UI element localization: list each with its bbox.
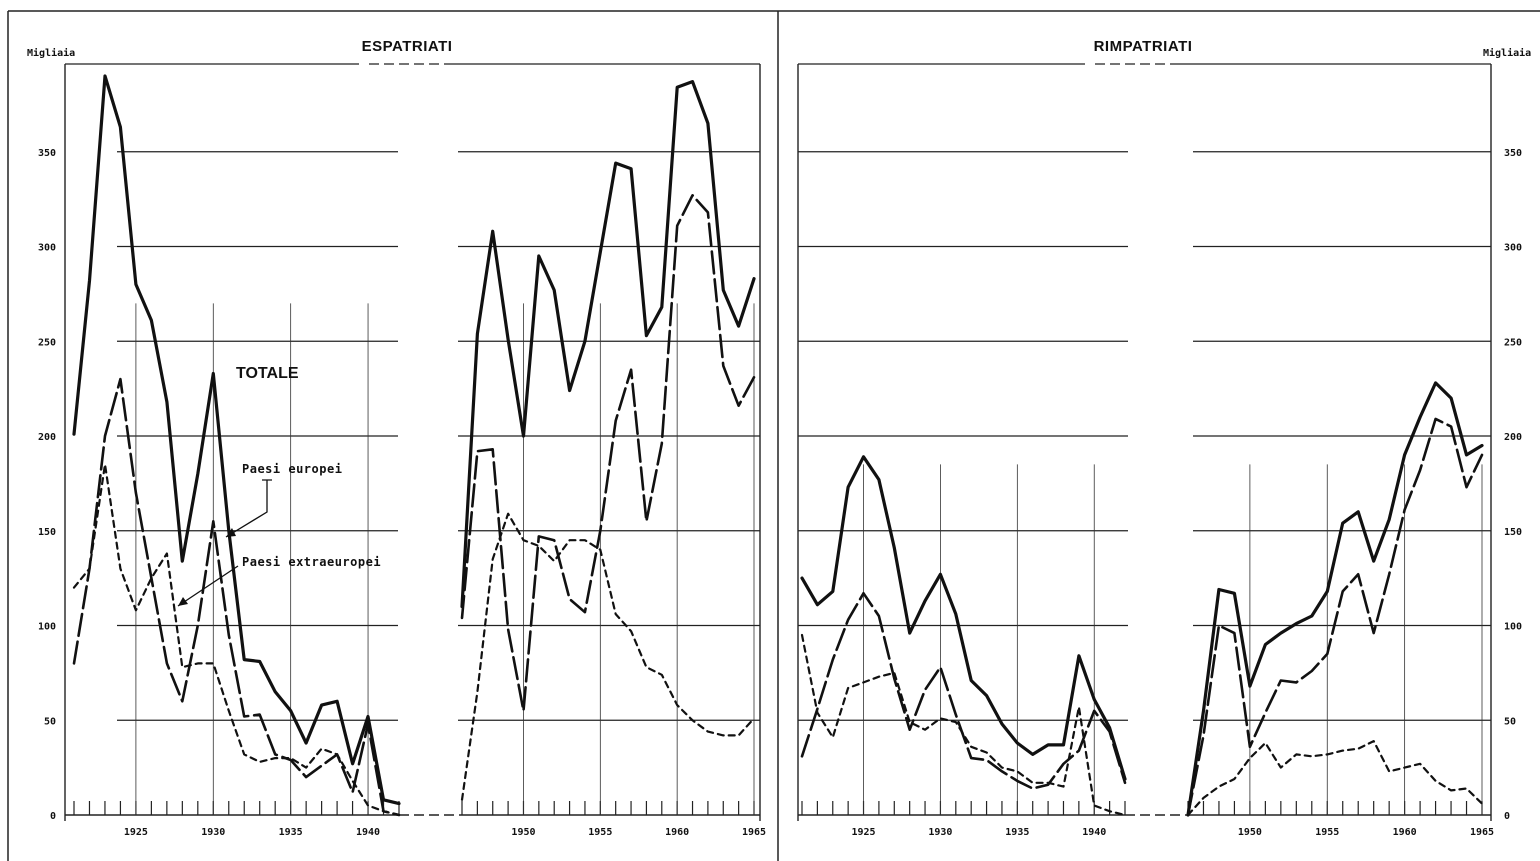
y-tick-label: 300 (1504, 243, 1522, 254)
y-tick-label: 300 (38, 243, 56, 254)
x-tick-label: 1960 (665, 827, 689, 838)
espatriati-unit-label: Migliaia (27, 47, 75, 59)
series-short-dash-line-2 (1186, 739, 1484, 817)
series-long-dash-line-2 (460, 194, 756, 713)
y-tick-label: 200 (38, 432, 56, 443)
rimpatriati-panel: 0 50 100 150 200 250 300 350 1925 1930 1935 1940 195… (797, 63, 1522, 838)
x-tick-label: 1950 (1238, 827, 1262, 838)
x-tick-label: 1940 (1082, 827, 1106, 838)
series-short-dash-line-1 (800, 633, 1127, 817)
y-tick-label: 250 (1504, 337, 1522, 348)
y-tick-label: 150 (1504, 527, 1522, 538)
y-tick-label: 0 (50, 811, 56, 822)
series-solid-thick-line-1 (72, 74, 401, 806)
x-tick-label: 1930 (928, 827, 952, 838)
x-tick-label: 1965 (742, 827, 766, 838)
x-tick-label: 1955 (588, 827, 612, 838)
y-tick-label: 100 (1504, 622, 1522, 633)
y-tick-label: 150 (38, 527, 56, 538)
series-long-dash-line-1 (72, 377, 401, 817)
series-solid-thick-line-2 (460, 79, 756, 609)
rimpatriati-unit-label: Migliaia (1483, 47, 1531, 59)
y-tick-label: 100 (38, 622, 56, 633)
annotation-europei-leader (225, 479, 272, 538)
x-tick-label: 1955 (1315, 827, 1339, 838)
x-tick-label: 1940 (356, 827, 380, 838)
annotation-extraeuropei-arrowhead (178, 597, 188, 606)
x-tick-label: 1935 (279, 827, 303, 838)
x-tick-label: 1950 (511, 827, 535, 838)
x-tick-label: 1965 (1470, 827, 1494, 838)
series-solid-thick-line-2 (1186, 381, 1484, 817)
rimpatriati-title: RIMPATRIATI (1094, 38, 1193, 55)
x-tick-label: 1930 (201, 827, 225, 838)
annotation-paesi-europei: Paesi europei (242, 462, 342, 476)
x-tick-label: 1960 (1393, 827, 1417, 838)
series-solid-thick-line-1 (800, 455, 1127, 781)
series-short-dash-line-2 (460, 512, 756, 801)
y-tick-label: 0 (1504, 811, 1510, 822)
series-long-dash-line-1 (800, 591, 1127, 790)
x-tick-label: 1925 (124, 827, 148, 838)
x-tick-label: 1925 (851, 827, 875, 838)
espatriati-title: ESPATRIATI (362, 38, 453, 55)
annotation-totale: TOTALE (236, 365, 299, 382)
series-short-dash-line-1 (72, 463, 401, 817)
series-long-dash-line-2 (1186, 417, 1484, 817)
y-tick-label: 200 (1504, 432, 1522, 443)
annotation-paesi-extraeuropei: Paesi extraeuropei (242, 555, 381, 569)
y-tick-label: 350 (38, 148, 56, 159)
x-tick-label: 1935 (1005, 827, 1029, 838)
y-tick-label: 50 (44, 716, 56, 727)
annotation-extraeuropei-leader (177, 565, 239, 607)
y-tick-label: 250 (38, 337, 56, 348)
espatriati-panel: 0 50 100 150 200 250 300 350 1925 1930 1935 1940 195… (38, 63, 766, 838)
annotation-europei-arrowhead (226, 528, 236, 537)
y-tick-label: 350 (1504, 148, 1522, 159)
y-tick-label: 50 (1504, 716, 1516, 727)
